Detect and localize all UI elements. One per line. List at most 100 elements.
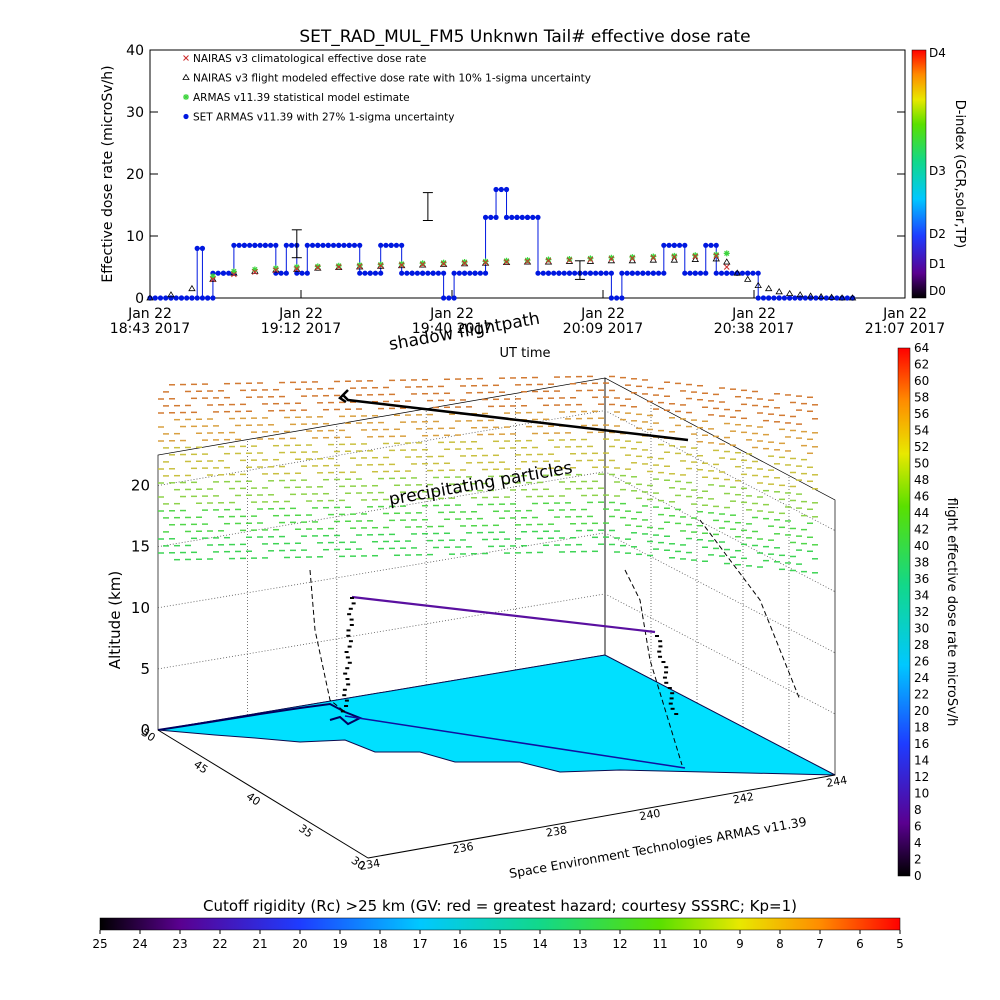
dose-tick: 18: [914, 721, 929, 735]
point-x: [692, 253, 699, 260]
dose-tick: 24: [914, 671, 929, 685]
point-star: [524, 257, 531, 264]
point-dot: [163, 295, 169, 301]
point-dot: [524, 214, 531, 220]
dose-tick: 62: [914, 358, 929, 372]
point-dot: [792, 295, 798, 301]
point-dot: [750, 270, 756, 276]
legend-entry: NAIRAS v3 flight modeled effective dose …: [193, 73, 591, 85]
lat-axis: [157, 729, 369, 859]
shadow-flightpath-hook: [338, 389, 349, 404]
lon-axis: [367, 774, 836, 859]
x-tick-time: 20:38 2017: [714, 321, 794, 337]
point-dot: [194, 245, 200, 251]
point-dot: [267, 242, 274, 248]
point-dot: [183, 113, 189, 120]
y-axis-label: Effective dose rate (microSv/h): [100, 65, 116, 282]
dose-tick: 12: [914, 770, 929, 784]
point-dot: [152, 295, 158, 301]
dose-tick: 32: [914, 605, 929, 619]
point-x: [723, 264, 730, 270]
point-dot: [692, 270, 698, 276]
point-dot: [325, 242, 331, 248]
dose-tick: 44: [914, 506, 929, 520]
point-dot: [357, 270, 363, 276]
point-x: [545, 257, 552, 264]
rigidity-tick: 17: [412, 937, 427, 951]
point-dot: [441, 295, 447, 301]
point-star: [183, 94, 189, 100]
x-tick-date: Jan 22: [580, 306, 625, 322]
point-triangle: [167, 291, 175, 298]
point-dot: [598, 270, 604, 276]
dose-colorbar-label: flight effective dose rate microSv/h: [944, 498, 959, 727]
point-dot: [655, 270, 662, 276]
point-dot: [619, 295, 625, 301]
point-dot: [713, 242, 719, 248]
altitude-tick: 5: [140, 660, 150, 678]
point-dot: [551, 270, 557, 276]
point-triangle: [146, 294, 154, 301]
point-dot: [351, 242, 358, 248]
point-dot: [388, 242, 394, 248]
rigidity-tick: 15: [492, 937, 507, 951]
point-dot: [766, 295, 772, 301]
point-dot: [320, 242, 326, 248]
x-tick-time: 20:09 2017: [563, 321, 643, 337]
dose-tick: 34: [914, 589, 929, 603]
point-x: [482, 259, 489, 266]
rigidity-colorbar-ticks: 25 24 23 22 21 20 19 18 17 16 15 14 13 12 11 10 9 8 7 6 5: [92, 930, 904, 951]
point-dot: [488, 214, 494, 220]
point-star: [503, 257, 510, 264]
lon-tick: 244: [825, 774, 848, 790]
point-x: [419, 261, 426, 268]
point-dot: [278, 270, 284, 276]
point-star: [608, 254, 615, 261]
rigidity-tick: 5: [896, 937, 904, 951]
point-dot: [357, 242, 363, 248]
lon-tick: 234: [358, 857, 381, 873]
series-layer: [146, 186, 857, 301]
chart-title: SET_RAD_MUL_FM5 Unknwn Tail# effective d…: [299, 27, 750, 47]
x-tick-date: Jan 22: [278, 306, 323, 322]
dindex-tick: D4: [929, 46, 946, 60]
legend: NAIRAS v3 climatological effective dose …: [182, 53, 591, 124]
dose-tick: 42: [914, 523, 929, 537]
point-star: [713, 251, 720, 258]
point-triangle: [744, 275, 752, 282]
point-dot: [661, 242, 667, 248]
dindex-tick: D2: [929, 227, 946, 241]
dose-tick: 14: [914, 754, 929, 768]
point-dot: [241, 242, 247, 248]
point-x: [608, 256, 615, 262]
point-dot: [273, 242, 279, 248]
point-x: [356, 263, 363, 270]
dose-tick: 30: [914, 622, 929, 636]
point-x: [461, 260, 468, 267]
point-x: [252, 269, 258, 275]
point-dot: [409, 270, 415, 276]
point-x: [272, 267, 279, 273]
dashed-trace-right: [624, 569, 683, 766]
dose-tick: 56: [914, 407, 929, 421]
rigidity-tick: 12: [612, 937, 627, 951]
point-dot: [288, 242, 295, 248]
dose-tick: 26: [914, 655, 929, 669]
legend-entry: ARMAS v11.39 statistical model estimate: [193, 92, 410, 104]
point-dot: [378, 242, 384, 248]
point-dot: [472, 270, 478, 276]
point-dot: [671, 242, 677, 248]
coastline: [157, 702, 363, 731]
point-dot: [687, 270, 693, 276]
rigidity-tick: 9: [736, 937, 744, 951]
point-dot: [566, 270, 573, 276]
point-dot: [535, 214, 541, 220]
x-tick-time: 18:43 2017: [110, 321, 190, 337]
credit-text: Space Environment Technologies ARMAS v11…: [508, 814, 808, 881]
point-x: [629, 255, 636, 262]
lon-ticks: 234 236 238 240 242 244: [358, 774, 848, 873]
point-dot: [640, 270, 646, 276]
point-dot: [378, 270, 384, 276]
lon-tick: 238: [545, 823, 568, 839]
